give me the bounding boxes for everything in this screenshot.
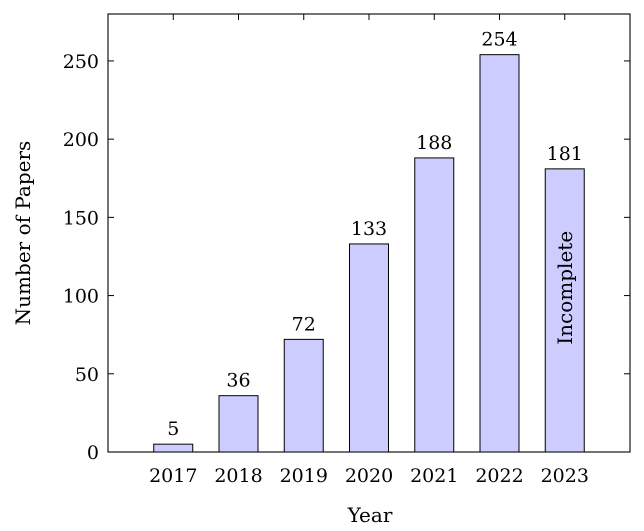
- x-tick-label: 2023: [541, 465, 589, 487]
- y-tick-label: 50: [75, 364, 99, 386]
- x-tick-label: 2018: [214, 465, 262, 487]
- bar-2023: [544, 168, 585, 453]
- data-label-2022: 254: [481, 29, 517, 51]
- bar-2022: [479, 54, 520, 453]
- x-tick-label: 2017: [149, 465, 197, 487]
- data-labels: 5 36 72 133 188 254 181: [167, 29, 583, 441]
- data-label-2023: 181: [547, 143, 583, 165]
- x-tick-label: 2022: [475, 465, 523, 487]
- bar-2021: [414, 157, 455, 453]
- data-label-2020: 133: [351, 218, 387, 240]
- y-tick-label: 100: [63, 286, 99, 308]
- x-tick-label: 2021: [410, 465, 458, 487]
- annotations: Incomplete: [553, 231, 577, 345]
- data-label-2019: 72: [292, 313, 316, 335]
- bar-2018: [218, 395, 259, 453]
- annotation-incomplete: Incomplete: [553, 231, 577, 345]
- x-axis: 2017 2018 2019 2020 2021 2022 2023: [149, 14, 589, 487]
- x-axis-title: Year: [347, 503, 393, 527]
- data-label-2018: 36: [226, 370, 250, 392]
- y-tick-label: 0: [87, 442, 99, 464]
- y-axis: 0 50 100 150 200 250: [63, 51, 630, 464]
- y-tick-label: 250: [63, 51, 99, 73]
- data-label-2021: 188: [416, 132, 452, 154]
- data-label-2017: 5: [167, 418, 179, 440]
- bars: [153, 54, 585, 453]
- y-tick-label: 200: [63, 129, 99, 151]
- x-tick-label: 2019: [280, 465, 328, 487]
- x-tick-label: 2020: [345, 465, 393, 487]
- y-axis-title: Number of Papers: [11, 141, 35, 326]
- bar-2019: [283, 338, 324, 453]
- bar-2020: [349, 243, 389, 453]
- y-tick-label: 150: [63, 207, 99, 229]
- bar-2017: [153, 443, 194, 453]
